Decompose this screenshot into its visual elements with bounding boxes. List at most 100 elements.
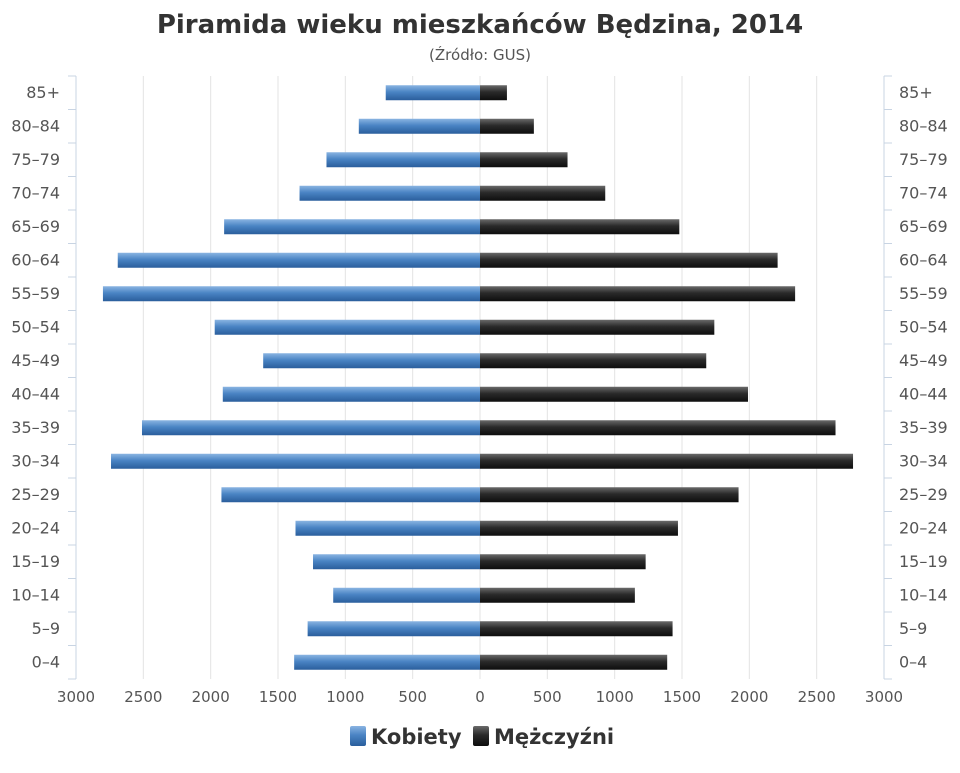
legend: Kobiety Mężczyźni: [350, 725, 614, 749]
y-category-label-right: 80–84: [899, 116, 948, 135]
y-category-label-right: 35–39: [899, 418, 948, 437]
bars: [102, 85, 854, 670]
bar-kobiety[interactable]: [117, 252, 480, 268]
x-tick-label: 2500: [798, 688, 836, 706]
x-tick-label: 500: [398, 688, 427, 706]
bar-mezczyzni[interactable]: [480, 185, 606, 201]
y-category-label-right: 0–4: [899, 652, 927, 671]
bar-kobiety[interactable]: [222, 386, 480, 402]
bar-mezczyzni[interactable]: [480, 621, 673, 637]
y-category-label-right: 65–69: [899, 217, 948, 236]
y-category-label-left: 0–4: [32, 652, 60, 671]
y-category-label-left: 45–49: [11, 351, 60, 370]
y-category-label-right: 50–54: [899, 317, 948, 336]
x-tick-label: 1500: [663, 688, 701, 706]
bar-mezczyzni[interactable]: [480, 118, 534, 134]
bar-mezczyzni[interactable]: [480, 453, 854, 469]
x-tick-label: 2000: [192, 688, 230, 706]
bar-mezczyzni[interactable]: [480, 319, 715, 335]
y-category-label-right: 85+: [899, 83, 933, 102]
y-category-label-left: 50–54: [11, 317, 60, 336]
bar-kobiety[interactable]: [299, 185, 480, 201]
x-tick-label: 500: [533, 688, 562, 706]
y-category-label-right: 25–29: [899, 485, 948, 504]
y-category-label-right: 60–64: [899, 250, 948, 269]
y-category-label-right: 10–14: [899, 585, 948, 604]
y-category-label-left: 85+: [26, 83, 60, 102]
bar-kobiety[interactable]: [214, 319, 480, 335]
legend-swatch-mezczyzni: [473, 726, 489, 746]
bar-mezczyzni[interactable]: [480, 487, 739, 503]
bar-mezczyzni[interactable]: [480, 554, 646, 570]
y-category-label-right: 20–24: [899, 518, 948, 537]
x-tick-label: 0: [475, 688, 485, 706]
y-category-label-left: 10–14: [11, 585, 60, 604]
bar-mezczyzni[interactable]: [480, 85, 507, 101]
bar-kobiety[interactable]: [141, 420, 480, 436]
y-category-label-right: 75–79: [899, 150, 948, 169]
chart-subtitle: (Źródło: GUS): [429, 45, 531, 64]
y-category-label-right: 40–44: [899, 384, 948, 403]
bar-kobiety[interactable]: [224, 219, 480, 235]
y-category-label-left: 30–34: [11, 451, 60, 470]
x-tick-label: 2000: [730, 688, 768, 706]
bar-kobiety[interactable]: [313, 554, 480, 570]
axes: 3000 2500 2000 1500 1000 500 0 500 1000 1500 2000 2…: [57, 75, 903, 706]
bar-kobiety[interactable]: [111, 453, 480, 469]
x-tick-label: 1500: [259, 688, 297, 706]
bar-kobiety[interactable]: [385, 85, 480, 101]
y-category-label-left: 75–79: [11, 150, 60, 169]
bar-mezczyzni[interactable]: [480, 386, 748, 402]
y-category-label-right: 55–59: [899, 284, 948, 303]
chart-title: Piramida wieku mieszkańców Będzina, 2014: [157, 10, 803, 40]
y-category-label-left: 65–69: [11, 217, 60, 236]
grid: [142, 76, 818, 679]
bar-kobiety[interactable]: [333, 587, 480, 603]
y-category-label-left: 35–39: [11, 418, 60, 437]
y-category-label-left: 5–9: [32, 619, 60, 638]
bar-kobiety[interactable]: [326, 152, 480, 168]
bar-mezczyzni[interactable]: [480, 219, 680, 235]
y-category-label-left: 15–19: [11, 552, 60, 571]
y-category-label-right: 45–49: [899, 351, 948, 370]
y-category-label-left: 55–59: [11, 284, 60, 303]
x-tick-label: 1000: [596, 688, 634, 706]
bar-mezczyzni[interactable]: [480, 587, 635, 603]
y-category-label-left: 40–44: [11, 384, 60, 403]
bar-mezczyzni[interactable]: [480, 520, 678, 536]
bar-kobiety[interactable]: [358, 118, 480, 134]
bar-kobiety[interactable]: [263, 353, 480, 369]
bar-mezczyzni[interactable]: [480, 353, 707, 369]
bar-mezczyzni[interactable]: [480, 252, 778, 268]
legend-item-mezczyzni[interactable]: Mężczyźni: [473, 725, 614, 749]
bar-mezczyzni[interactable]: [480, 420, 836, 436]
y-category-label-right: 5–9: [899, 619, 927, 638]
x-tick-label: 3000: [57, 688, 95, 706]
bar-kobiety[interactable]: [295, 520, 480, 536]
y-category-label-right: 15–19: [899, 552, 948, 571]
legend-label-mezczyzni: Mężczyźni: [494, 725, 614, 749]
legend-label-kobiety: Kobiety: [371, 725, 462, 749]
bar-kobiety[interactable]: [102, 286, 480, 302]
bar-mezczyzni[interactable]: [480, 152, 568, 168]
x-tick-label: 2500: [124, 688, 162, 706]
bar-kobiety[interactable]: [307, 621, 480, 637]
x-tick-label: 1000: [326, 688, 364, 706]
y-category-label-right: 70–74: [899, 183, 948, 202]
bar-kobiety[interactable]: [294, 654, 480, 670]
legend-item-kobiety[interactable]: Kobiety: [350, 725, 462, 749]
y-category-label-left: 70–74: [11, 183, 60, 202]
bar-mezczyzni[interactable]: [480, 286, 796, 302]
category-labels: 85+ 85+ 80–84 80–84 75–79 75–79 70–74 70–74 65–6…: [11, 83, 947, 672]
y-category-label-right: 30–34: [899, 451, 948, 470]
y-category-label-left: 60–64: [11, 250, 60, 269]
y-category-label-left: 25–29: [11, 485, 60, 504]
legend-swatch-kobiety: [350, 726, 366, 746]
y-category-label-left: 20–24: [11, 518, 60, 537]
y-category-label-left: 80–84: [11, 116, 60, 135]
bar-mezczyzni[interactable]: [480, 654, 668, 670]
x-tick-label: 3000: [865, 688, 903, 706]
bar-kobiety[interactable]: [221, 487, 480, 503]
